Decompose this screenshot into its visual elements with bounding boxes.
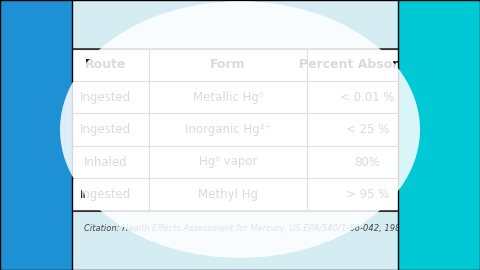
Text: > 95 %: > 95 % xyxy=(346,188,389,201)
Text: Hg⁰ vapor: Hg⁰ vapor xyxy=(199,156,257,168)
Text: < 25 %: < 25 % xyxy=(346,123,389,136)
Text: Methyl Hg: Methyl Hg xyxy=(198,188,258,201)
Text: < 0.01 %: < 0.01 % xyxy=(340,91,395,104)
Text: Percent Absorption: Percent Absorption xyxy=(300,58,435,71)
Text: Ingested: Ingested xyxy=(80,123,131,136)
Text: Inhaled: Inhaled xyxy=(84,156,128,168)
Text: Route: Route xyxy=(85,58,126,71)
Text: 80%: 80% xyxy=(354,156,380,168)
Text: Inorganic Hg²⁺: Inorganic Hg²⁺ xyxy=(185,123,271,136)
Text: Metallic Hg⁰: Metallic Hg⁰ xyxy=(193,91,263,104)
Text: Ingested: Ingested xyxy=(80,91,131,104)
Bar xyxy=(62,49,427,211)
Text: Form: Form xyxy=(210,58,246,71)
Text: Ingested: Ingested xyxy=(80,188,131,201)
Text: Citation: Health Effects Assessment for Mercury, US EPA/540/1-86-042, 1984: Citation: Health Effects Assessment for … xyxy=(84,224,406,233)
